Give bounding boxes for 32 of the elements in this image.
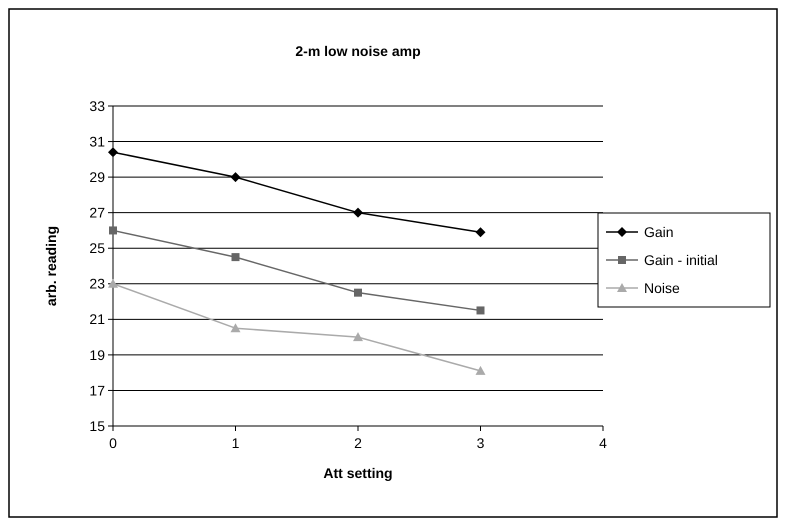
y-tick-label: 27 (89, 204, 106, 221)
point (109, 226, 117, 234)
point (353, 332, 363, 342)
legend-label: Noise (644, 280, 680, 296)
y-tick-label: 21 (89, 311, 106, 328)
x-tick-label: 3 (476, 435, 485, 451)
legend-label: Gain - initial (644, 252, 718, 268)
point (230, 172, 240, 182)
point (476, 366, 486, 375)
x-tick-label: 1 (232, 435, 240, 451)
point (354, 288, 362, 297)
x-tick-label: 2 (354, 435, 362, 451)
point (232, 253, 240, 262)
y-tick-label: 25 (89, 240, 106, 256)
x-tick-label: 4 (599, 435, 608, 451)
x-tick-label: 0 (109, 435, 118, 451)
point (353, 208, 363, 218)
point (230, 323, 240, 332)
point (476, 227, 486, 238)
y-tick-label: 31 (89, 133, 106, 150)
y-tick-label: 23 (89, 276, 106, 292)
y-axis-title: arb. reading (43, 226, 59, 306)
chart-title: 2-m low noise amp (295, 43, 421, 59)
y-tick-label: 15 (89, 418, 106, 434)
y-tick-label: 33 (89, 98, 106, 114)
point (108, 147, 118, 158)
y-tick-label: 17 (89, 382, 106, 398)
x-axis-title: Att setting (323, 465, 393, 481)
point (476, 306, 484, 314)
y-tick-label: 29 (89, 169, 106, 186)
y-tick-label: 19 (89, 346, 106, 363)
legend-label: Gain (644, 224, 674, 240)
